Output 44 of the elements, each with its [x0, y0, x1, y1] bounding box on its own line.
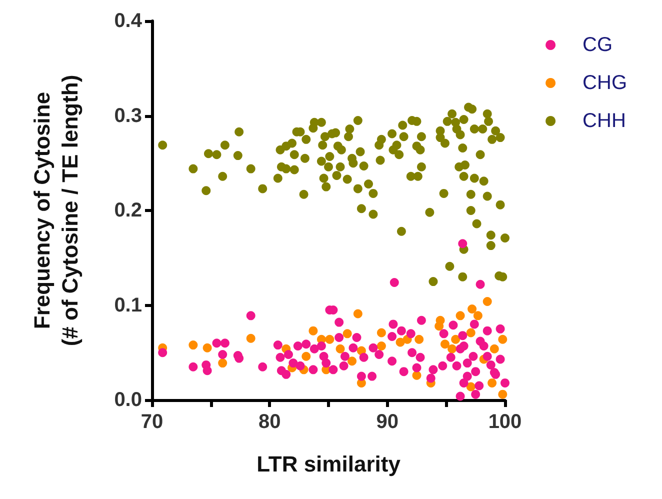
point — [440, 340, 450, 349]
point — [468, 304, 477, 314]
point — [466, 382, 476, 392]
point — [302, 352, 311, 361]
point — [396, 338, 405, 347]
legend-label: CG — [582, 34, 613, 56]
point — [218, 358, 228, 368]
y-tick-label: 0.1 — [114, 294, 142, 316]
point — [482, 296, 492, 306]
point — [412, 370, 422, 380]
point — [342, 329, 352, 338]
x-tick-label: 70 — [140, 411, 164, 433]
y-tick-label: 0.4 — [114, 10, 143, 32]
point — [188, 340, 198, 350]
point — [376, 328, 386, 338]
point — [488, 378, 497, 388]
y-tick-label: 0.3 — [114, 104, 142, 127]
point — [451, 334, 460, 344]
point — [456, 311, 465, 320]
x-tick-label: 80 — [258, 411, 281, 433]
x-tick-label: 90 — [376, 411, 398, 433]
y-axis-title: Frequency of Cytosine (# of Cytosine / TE length) — [30, 74, 82, 346]
point — [202, 343, 212, 352]
point — [490, 344, 499, 354]
point — [336, 344, 345, 354]
y-tick-label: 0.2 — [114, 200, 142, 222]
point — [498, 334, 508, 344]
x-axis-title: LTR similarity — [256, 452, 402, 476]
point — [353, 309, 362, 318]
point — [434, 322, 444, 331]
legend-label: CHG — [582, 72, 628, 94]
y-tick-label: 0.0 — [114, 389, 142, 411]
point — [466, 328, 476, 338]
x-tick-label: 100 — [488, 411, 522, 433]
point — [448, 344, 457, 354]
point — [308, 326, 318, 336]
point — [414, 334, 424, 344]
point — [348, 356, 357, 366]
point — [246, 334, 256, 343]
point — [376, 341, 386, 350]
point — [473, 311, 482, 320]
point — [498, 390, 508, 399]
point — [325, 334, 334, 344]
legend-label: CHH — [582, 110, 626, 132]
